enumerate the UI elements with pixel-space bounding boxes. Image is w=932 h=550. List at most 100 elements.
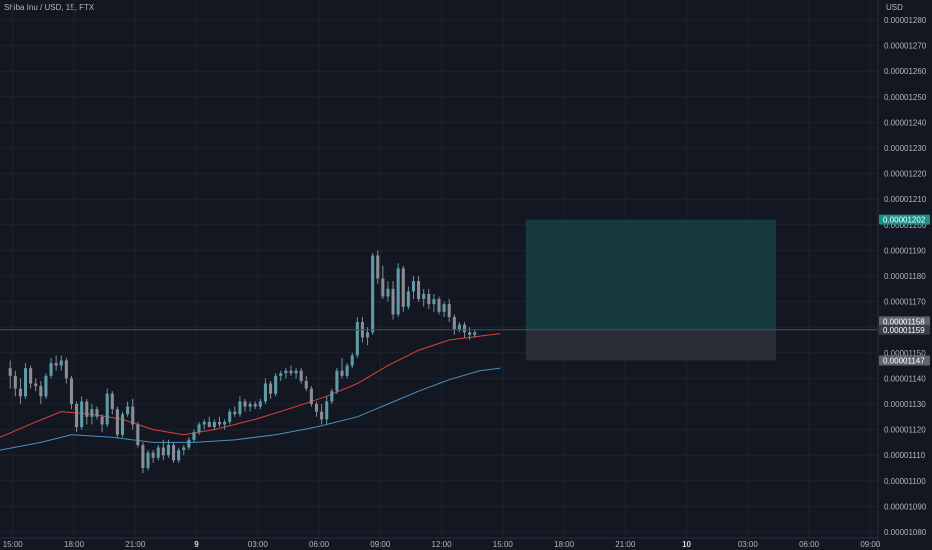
price-tick-label: 0.00001170 (884, 298, 926, 307)
price-tick-label: 0.00001240 (884, 118, 927, 127)
time-tick-label: 18:00 (554, 540, 575, 549)
candle (192, 429, 196, 443)
candle (13, 370, 17, 397)
candle (417, 276, 421, 302)
time-tick-label: 12:00 (432, 540, 453, 549)
candle (110, 391, 114, 415)
candle (212, 419, 216, 430)
candle (172, 442, 176, 463)
time-tick-label: 09:00 (370, 540, 391, 549)
candle (263, 378, 267, 404)
candle (386, 281, 390, 302)
candle (131, 398, 135, 430)
price-axis[interactable]: 0.00001280 0.00001270 0.00001260 0.00001250… (884, 16, 927, 537)
candle (90, 404, 94, 425)
price-tick-label: 0.00001210 (884, 195, 927, 204)
candle (401, 265, 405, 312)
time-axis[interactable]: 15:00 18:00 21:00 9 03:00 06:00 09:00 12:00 15:0… (3, 540, 881, 549)
price-tick-label: 0.00001150 (884, 349, 926, 358)
candle (18, 378, 22, 404)
candle (238, 396, 242, 417)
candle (23, 363, 28, 399)
candle (299, 368, 303, 384)
candle (120, 411, 125, 438)
price-badges: 0.000012020.0000115811:300.000011590.000… (879, 214, 930, 366)
time-tick-label: 9 (194, 540, 199, 549)
take-profit-zone[interactable] (525, 219, 776, 330)
candle (49, 357, 53, 379)
stop-price-badge-text: 0.00001147 (883, 356, 925, 365)
position-zones[interactable] (525, 219, 776, 361)
candle (274, 373, 278, 397)
currency-label: USD (886, 3, 903, 12)
candle (473, 329, 477, 338)
candle (427, 288, 431, 310)
price-tick-label: 0.00001270 (884, 42, 927, 51)
candle (304, 375, 308, 392)
candle (223, 419, 227, 430)
candle (100, 414, 104, 433)
candle (452, 314, 456, 335)
price-tick-label: 0.00001180 (884, 272, 926, 281)
candle (202, 419, 206, 430)
price-tick-label: 0.00001110 (884, 451, 926, 460)
candle (141, 442, 145, 474)
stop-price-badge: 0.00001147 (879, 355, 930, 366)
candle (391, 281, 395, 320)
candle (80, 396, 84, 430)
time-tick-label: 21:00 (615, 540, 636, 549)
time-tick-label: 03:00 (738, 540, 759, 549)
candle (59, 355, 63, 371)
entry-price-badge: 0.00001159 (879, 324, 930, 335)
candle (54, 355, 58, 371)
candle (345, 363, 349, 379)
candle (325, 396, 329, 425)
candle (44, 373, 48, 399)
price-tick-label: 0.00001220 (884, 170, 927, 179)
candle (146, 450, 150, 471)
candle (320, 404, 324, 425)
candle (136, 421, 140, 448)
time-tick-label: 10 (682, 540, 691, 549)
target-price-badge-text: 0.00001202 (883, 216, 926, 225)
candle (228, 409, 232, 425)
candle (432, 293, 436, 312)
time-tick-label: 18:00 (64, 540, 85, 549)
time-tick-label: 09:00 (860, 540, 881, 549)
candle (217, 416, 222, 428)
price-tick-label: 0.00001260 (884, 67, 927, 76)
candle (381, 265, 385, 300)
price-tick-label: 0.00001120 (884, 426, 926, 435)
last-price-badge-text: 0.00001158 (883, 317, 925, 326)
stop-loss-zone[interactable] (525, 329, 776, 361)
candle (95, 406, 99, 420)
candle (406, 286, 410, 310)
ema-slow-line (0, 367, 501, 451)
candle (294, 368, 298, 379)
candle (269, 380, 273, 399)
candle (75, 401, 79, 433)
candle (161, 439, 165, 461)
price-tick-label: 0.00001280 (884, 16, 927, 25)
candle (309, 386, 313, 407)
time-tick-label: 06:00 (309, 540, 330, 549)
candle (126, 401, 130, 417)
time-tick-label: 21:00 (125, 540, 146, 549)
candle (335, 368, 339, 394)
symbol-title[interactable]: Shiba Inu / USD, 15, FTX (4, 3, 95, 12)
candle (115, 406, 119, 438)
candle (197, 421, 201, 435)
candle (69, 375, 73, 410)
price-tick-label: 0.00001140 (884, 374, 926, 383)
candle (182, 444, 186, 456)
candle (330, 388, 334, 404)
candle (447, 299, 451, 323)
candle (233, 406, 237, 417)
candle (376, 250, 380, 284)
candle (156, 444, 160, 461)
price-tick-label: 0.00001080 (884, 528, 927, 537)
entry-price-badge-text: 0.00001159 (883, 326, 925, 335)
time-tick-label: 03:00 (248, 540, 269, 549)
candle (253, 401, 257, 410)
